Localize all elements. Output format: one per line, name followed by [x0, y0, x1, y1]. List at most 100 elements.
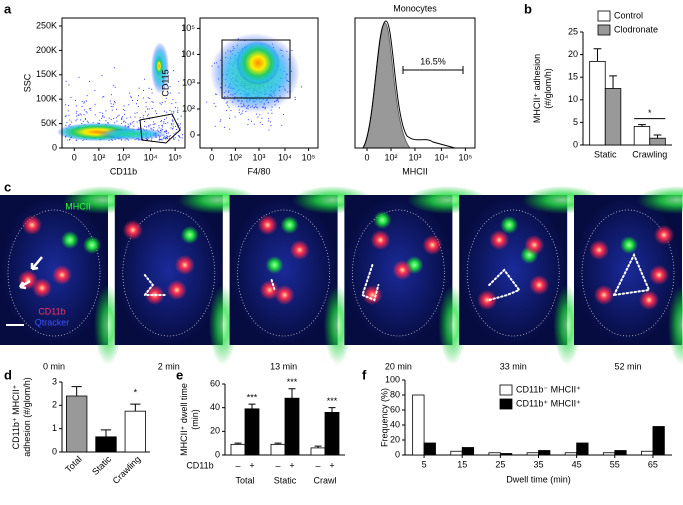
mhcii-cell	[265, 256, 284, 274]
arrow	[18, 279, 31, 290]
x-tick-label: 0	[209, 152, 214, 162]
density-dot	[149, 118, 151, 120]
error-bar	[638, 124, 646, 127]
density	[236, 41, 280, 85]
group-sign: +	[329, 460, 334, 470]
density-dot	[154, 123, 156, 125]
density-dot	[283, 114, 285, 116]
significance: ***	[247, 392, 258, 402]
density-dot	[114, 122, 116, 124]
density-dot	[151, 88, 153, 90]
legend-swatch	[597, 10, 611, 22]
y-tick-label: 0	[395, 449, 400, 459]
micrograph	[574, 186, 683, 365]
y-axis-label: CD115	[160, 69, 170, 96]
density-dot	[68, 84, 70, 86]
channel-label: CD11b	[38, 306, 65, 316]
cd11b-cell	[274, 285, 295, 305]
density-dot	[87, 122, 89, 124]
density-dot	[146, 138, 148, 140]
density-dot	[69, 138, 71, 140]
panel-label: c	[4, 179, 11, 194]
density-dot	[227, 104, 229, 106]
density-dot	[128, 125, 130, 127]
density-dot	[163, 110, 165, 112]
mhcii-cell	[373, 211, 392, 229]
cd11b-cell	[370, 230, 391, 250]
density-dot	[247, 124, 249, 126]
y-tick-label: 25	[568, 26, 578, 36]
group-sign: +	[289, 460, 294, 470]
y-tick-label: 10³	[182, 77, 195, 87]
density-dot	[270, 125, 272, 127]
density-dot	[123, 105, 125, 107]
density-dot	[175, 129, 177, 131]
cd11b-cell	[392, 260, 413, 280]
density-dot	[171, 115, 173, 117]
density-dot	[177, 118, 179, 120]
density-dot	[171, 119, 173, 121]
density-dot	[267, 118, 269, 120]
y-tick-label: 80	[390, 389, 400, 399]
y-tick-label: 200K	[36, 45, 57, 55]
tile-bg	[114, 195, 223, 345]
density-dot	[75, 105, 77, 107]
glomerulus-outline	[7, 209, 101, 337]
density-dot	[180, 123, 182, 125]
density-dot	[148, 125, 150, 127]
density-dot	[90, 109, 92, 111]
y-tick-label: 10	[568, 94, 578, 104]
density-dot	[151, 101, 153, 103]
density-dot	[148, 108, 150, 110]
density-dot	[94, 90, 96, 92]
y-tick-label: 0	[573, 139, 578, 149]
density-dot	[131, 122, 133, 124]
x-axis-label: F4/80	[247, 166, 270, 176]
track	[270, 279, 276, 291]
density-dot	[228, 106, 230, 108]
density-dot	[171, 103, 173, 105]
density-dot	[76, 139, 78, 141]
density-dot	[172, 119, 174, 121]
density-dot	[153, 127, 155, 129]
density-dot	[175, 125, 177, 127]
panel-label: b	[524, 1, 532, 16]
error-bar	[653, 134, 662, 139]
y-axis-label: Frequency (%)	[379, 388, 389, 447]
cd11b-cell	[32, 278, 52, 298]
density-dot	[163, 121, 165, 123]
error-bar	[328, 407, 336, 413]
y-tick-label: 50K	[41, 118, 57, 128]
cd11b-cell	[22, 215, 42, 235]
density-dot	[177, 134, 179, 136]
histogram-control	[362, 22, 412, 149]
legend-swatch	[597, 24, 611, 36]
y-tick-label: 2	[52, 400, 57, 410]
density-dot	[148, 87, 150, 89]
density-dot	[169, 86, 171, 88]
density-dot	[102, 116, 104, 118]
x-tick-label: 10³	[117, 152, 130, 162]
density-dot	[173, 112, 175, 114]
density-dot	[79, 113, 81, 115]
density-dot	[165, 117, 167, 119]
x-tick-label: 55	[610, 459, 620, 469]
density-dot	[127, 123, 129, 125]
density-dot	[151, 92, 153, 94]
density-dot	[177, 109, 179, 111]
x-tick-label: 10⁴	[434, 152, 448, 162]
density-dot	[134, 116, 136, 118]
cd11b-cell	[489, 230, 510, 250]
tile-bg	[229, 195, 338, 345]
density-dot	[67, 139, 69, 141]
glomerulus-outline	[237, 209, 330, 337]
error-bar	[288, 388, 296, 399]
density-dot	[158, 139, 160, 141]
density-dot	[130, 95, 132, 97]
density-dot	[121, 123, 123, 125]
density-dot	[171, 128, 173, 130]
density-dot	[101, 117, 103, 119]
bar	[576, 442, 589, 456]
y-axis-label: CD11b⁺ MHCII⁺	[11, 384, 21, 449]
